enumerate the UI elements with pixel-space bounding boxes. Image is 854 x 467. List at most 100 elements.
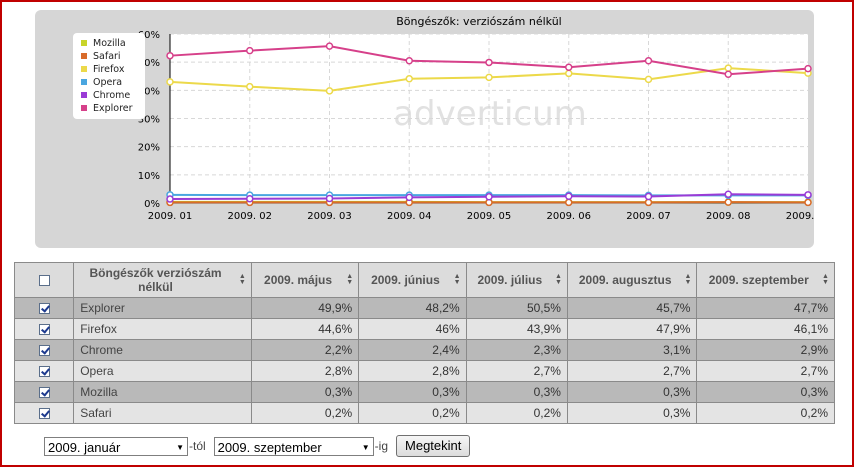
data-point-explorer [325,42,334,50]
row-checkbox[interactable] [38,366,50,378]
chart-panel: Böngészők: verziószám nélkül adverticum 0%… [35,10,814,248]
row-checkbox[interactable] [38,408,50,420]
sort-icon[interactable]: ▲ ▼ [238,273,246,286]
browser-name-cell: Opera [73,360,252,382]
sort-icon[interactable]: ▲ ▼ [822,273,829,286]
legend-swatch [81,79,87,85]
table-row: Explorer 49,9% 48,2% 50,5% 45,7% 47,7% [13,297,835,319]
legend-item-safari[interactable]: Safari [81,50,121,62]
row-checkbox[interactable] [38,387,50,399]
data-point-explorer [724,70,732,79]
value-cell: 0,3% [566,402,698,424]
data-point-chrome [724,190,732,199]
data-point-firefox [724,64,732,72]
x-tick-label: 2009. 07 [626,211,671,222]
column-header-name-label: Böngészők verziószám nélkül [89,266,222,294]
x-tick-label: 2009. 02 [227,211,272,222]
column-header-month-4[interactable]: 2009. augusztus ▲ ▼ [566,262,698,298]
row-checkbox[interactable] [38,324,50,336]
sort-icon[interactable]: ▲ ▼ [346,273,354,286]
to-month-value: 2009. szeptember [217,439,322,455]
value-cell: 2,2% [250,339,360,361]
row-checkbox-cell [13,297,75,319]
column-header-month-1[interactable]: 2009. május ▲ ▼ [250,262,360,298]
data-point-explorer [405,57,413,65]
table-row: Mozilla 0,3% 0,3% 0,3% 0,3% 0,3% [13,381,835,403]
legend-swatch [81,105,87,111]
legend-item-chrome[interactable]: Chrome [81,89,130,101]
legend-label: Safari [93,50,121,62]
value-cell: 2,7% [465,360,568,382]
y-tick-label: 10% [138,171,160,182]
value-cell: 0,2% [358,402,467,424]
table-row: Opera 2,8% 2,8% 2,7% 2,7% 2,7% [13,360,835,382]
data-point-firefox [485,73,493,82]
sort-icon[interactable]: ▲ ▼ [453,273,461,286]
table-row: Chrome 2,2% 2,4% 2,3% 3,1% 2,9% [13,339,835,361]
data-point-explorer [644,57,653,65]
value-cell: 0,2% [465,402,568,424]
to-month-select[interactable]: 2009. szeptember ▼ [213,436,374,456]
data-point-explorer [804,64,812,73]
row-checkbox[interactable] [38,345,50,357]
chart-legend: Mozilla Safari Firefox Opera Chrome Explorer [73,33,145,119]
data-point-firefox [246,82,254,91]
legend-item-explorer[interactable]: Explorer [81,102,133,114]
data-point-safari [724,198,732,206]
column-header-month-3[interactable]: 2009. július ▲ ▼ [465,262,568,298]
y-tick-label: 40% [138,86,160,97]
from-month-select[interactable]: 2009. január ▼ [44,436,188,456]
value-cell: 2,9% [696,339,835,361]
data-point-explorer [565,63,573,71]
value-cell: 2,7% [566,360,698,382]
data-point-firefox [166,78,174,86]
select-all-checkbox[interactable] [38,275,50,287]
column-header-month-2[interactable]: 2009. június ▲ ▼ [358,262,467,298]
column-header-name[interactable]: Böngészők verziószám nélkül ▲ ▼ [73,262,252,298]
value-cell: 0,2% [696,402,835,424]
legend-label: Explorer [93,102,133,114]
data-point-chrome [485,193,493,201]
value-cell: 2,7% [696,360,835,382]
x-tick-label: 2009. 09 [786,211,814,222]
column-header-month-label: 2009. július [477,273,543,287]
data-point-firefox [325,87,334,95]
legend-label: Chrome [93,89,131,101]
row-checkbox-cell [13,339,75,361]
row-checkbox[interactable] [38,303,50,315]
dropdown-arrow-icon: ▼ [361,442,370,452]
legend-item-firefox[interactable]: Firefox [81,63,124,75]
browser-name-cell: Safari [73,402,252,424]
browser-name-cell: Explorer [73,297,252,319]
value-cell: 0,2% [250,402,360,424]
dropdown-arrow-icon: ▼ [176,442,184,452]
data-point-chrome [565,192,573,200]
view-button[interactable]: Megtekint [396,435,471,457]
data-point-safari [565,198,573,207]
data-point-chrome [325,194,334,203]
browser-name-cell: Chrome [73,339,252,361]
browser-stats-table: Böngészők verziószám nélkül ▲ ▼ 2009. máj… [13,262,835,424]
column-header-month-label: 2009. augusztus [578,273,672,287]
value-cell: 47,9% [566,318,698,340]
line-chart: Böngészők: verziószám nélkül adverticum 0%… [138,15,814,222]
value-cell: 0,3% [465,381,568,403]
row-checkbox-cell [13,318,75,340]
value-cell: 2,3% [465,339,568,361]
row-checkbox-cell [13,381,75,403]
y-tick-label: 20% [138,143,160,154]
value-cell: 47,7% [696,297,835,319]
data-point-safari [804,198,812,207]
data-point-explorer [166,51,174,60]
date-range-controls: 2009. január ▼ -tól 2009. szeptember ▼ -… [44,435,471,457]
data-point-firefox [405,75,413,83]
legend-item-opera[interactable]: Opera [81,76,122,88]
sort-icon[interactable]: ▲ ▼ [555,273,562,286]
column-header-month-5[interactable]: 2009. szeptember ▲ ▼ [696,262,835,298]
table-row: Safari 0,2% 0,2% 0,2% 0,3% 0,2% [13,402,835,424]
value-cell: 2,8% [358,360,467,382]
legend-item-mozilla[interactable]: Mozilla [81,37,126,49]
value-cell: 43,9% [465,318,568,340]
legend-label: Firefox [93,63,125,75]
sort-icon[interactable]: ▲ ▼ [684,273,692,286]
